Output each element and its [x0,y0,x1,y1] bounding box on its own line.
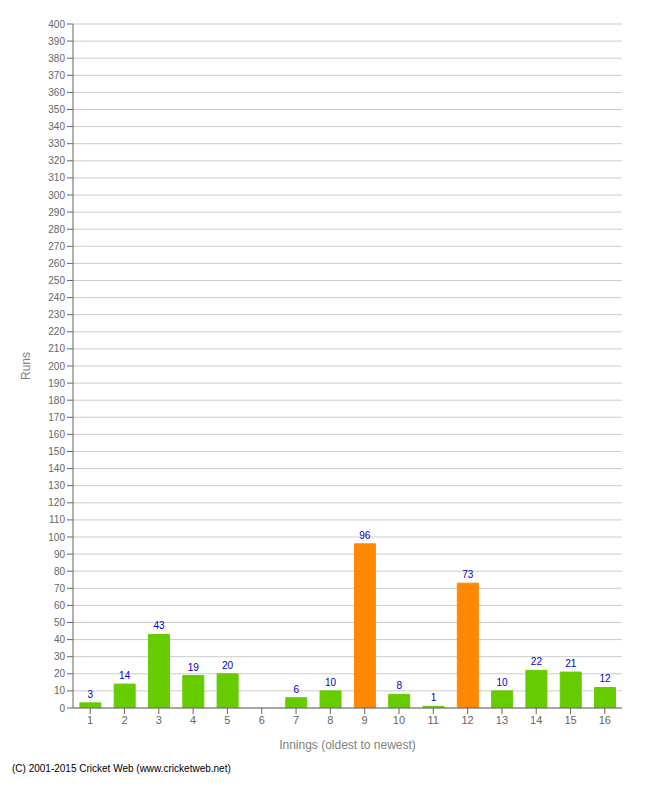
svg-text:4: 4 [190,714,196,726]
svg-text:340: 340 [48,121,65,132]
svg-text:8: 8 [327,714,333,726]
svg-text:230: 230 [48,309,65,320]
svg-text:50: 50 [54,617,66,628]
svg-text:73: 73 [462,569,474,580]
svg-text:6: 6 [259,714,265,726]
svg-text:350: 350 [48,104,65,115]
svg-text:8: 8 [396,680,402,691]
svg-text:22: 22 [531,656,543,667]
svg-text:15: 15 [564,714,576,726]
svg-text:14: 14 [119,670,131,681]
svg-text:13: 13 [496,714,508,726]
svg-text:1: 1 [431,692,437,703]
svg-text:16: 16 [599,714,611,726]
svg-text:140: 140 [48,463,65,474]
svg-text:160: 160 [48,429,65,440]
svg-text:400: 400 [48,19,65,30]
svg-text:120: 120 [48,497,65,508]
svg-text:6: 6 [293,684,299,695]
svg-text:10: 10 [325,677,337,688]
svg-text:330: 330 [48,138,65,149]
svg-text:110: 110 [49,514,65,525]
svg-text:60: 60 [54,600,66,611]
svg-text:40: 40 [54,634,66,645]
svg-text:5: 5 [224,714,230,726]
svg-text:300: 300 [48,190,65,201]
svg-text:220: 220 [48,326,65,337]
svg-text:20: 20 [54,668,66,679]
svg-text:96: 96 [359,530,371,541]
svg-text:30: 30 [54,651,66,662]
svg-text:270: 270 [48,241,65,252]
svg-text:180: 180 [48,395,65,406]
svg-text:70: 70 [54,583,66,594]
svg-text:21: 21 [565,658,577,669]
svg-text:12: 12 [461,714,473,726]
svg-text:190: 190 [48,378,65,389]
svg-text:290: 290 [48,207,65,218]
svg-text:10: 10 [54,685,66,696]
svg-text:380: 380 [48,53,65,64]
svg-text:260: 260 [48,258,65,269]
svg-text:360: 360 [48,87,65,98]
svg-text:10: 10 [497,677,509,688]
svg-text:1: 1 [87,714,93,726]
svg-text:9: 9 [362,714,368,726]
svg-text:Innings (oldest to newest): Innings (oldest to newest) [279,738,416,752]
svg-text:20: 20 [222,660,234,671]
svg-text:80: 80 [54,566,66,577]
svg-text:90: 90 [54,549,66,560]
svg-text:43: 43 [153,620,165,631]
svg-text:200: 200 [48,361,65,372]
svg-text:3: 3 [156,714,162,726]
svg-text:210: 210 [48,343,65,354]
svg-text:7: 7 [293,714,299,726]
svg-text:12: 12 [599,673,611,684]
svg-text:19: 19 [188,662,200,673]
svg-text:240: 240 [48,292,65,303]
svg-text:150: 150 [48,446,65,457]
svg-text:0: 0 [59,703,65,714]
svg-text:100: 100 [48,532,65,543]
svg-text:320: 320 [48,155,65,166]
svg-text:390: 390 [48,36,65,47]
svg-text:370: 370 [48,70,65,81]
svg-text:2: 2 [121,714,127,726]
svg-text:280: 280 [48,224,65,235]
svg-text:11: 11 [428,714,439,726]
svg-text:14: 14 [530,714,542,726]
svg-text:250: 250 [48,275,65,286]
svg-text:Runs: Runs [19,352,33,380]
svg-text:3: 3 [88,689,94,700]
svg-text:170: 170 [48,412,65,423]
svg-text:130: 130 [48,480,65,491]
svg-text:10: 10 [393,714,405,726]
svg-text:310: 310 [48,172,65,183]
html-text:(C) 2001-2015 Cricket Web (www: (C) 2001-2015 Cricket Web (www.cricketwe… [12,763,231,774]
